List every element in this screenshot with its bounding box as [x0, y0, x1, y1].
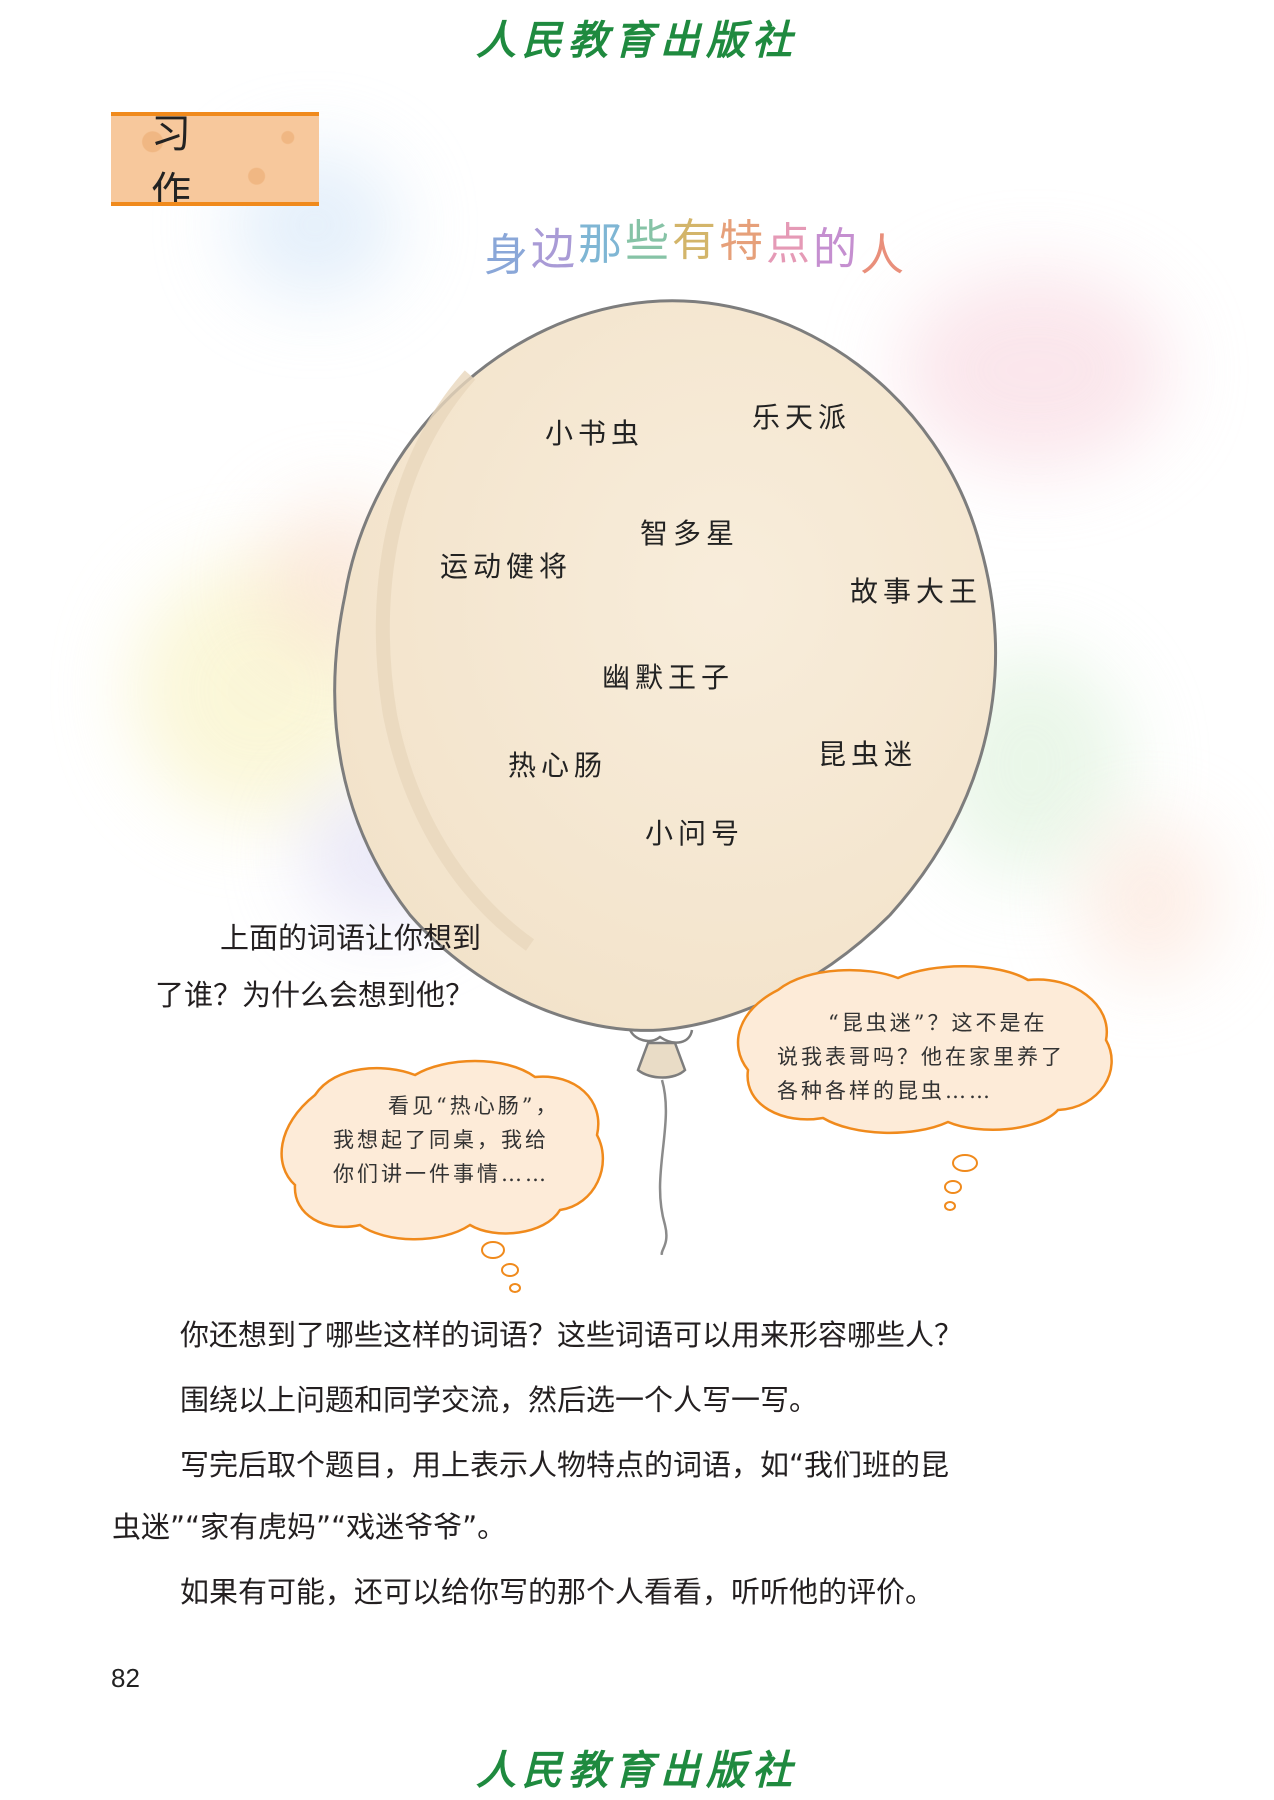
paragraph: 写完后取个题目，用上表示人物特点的词语，如“我们班的昆 [180, 1448, 950, 1482]
title-char: 身 [484, 230, 530, 281]
bubble-right-line3: 各种各样的昆虫…… [777, 1079, 993, 1103]
section-label: 习作 [111, 112, 319, 206]
paragraph: 围绕以上问题和同学交流，然后选一个人写一写。 [180, 1383, 819, 1417]
section-label-text: 习作 [151, 112, 237, 206]
bubble-right-shape [736, 965, 1113, 1135]
prompt-question-line2: 了谁？为什么会想到他？ [155, 978, 475, 1012]
title-char: 的 [813, 224, 859, 275]
balloon-illustration [333, 299, 997, 1255]
background-blob [900, 270, 1170, 470]
title-char: 那 [578, 219, 624, 270]
balloon-word: 昆虫迷 [818, 738, 918, 771]
background-blob [1080, 820, 1220, 980]
bubble-right-dot [944, 1201, 956, 1211]
title-char: 有 [672, 215, 718, 266]
balloon-word: 小问号 [645, 817, 745, 850]
paragraph-continuation: 虫迷”“家有虎妈”“戏迷爷爷”。 [112, 1510, 507, 1544]
balloon-knot [628, 1029, 694, 1044]
thought-bubble-left [280, 1059, 605, 1293]
bubble-right-line2: 说我表哥吗？他在家里养了 [777, 1045, 1065, 1069]
title-char: 边 [531, 224, 577, 275]
bubble-left-dot [509, 1283, 521, 1293]
balloon-word: 智多星 [640, 517, 740, 550]
balloon-word: 小书虫 [545, 417, 645, 450]
bubble-right-line1: “昆虫迷”？这不是在 [828, 1011, 1048, 1035]
bubble-left-line3: 你们讲一件事情…… [333, 1162, 549, 1186]
bubble-left-shape [280, 1059, 605, 1241]
bubble-right-dot [944, 1180, 962, 1194]
page-title: 身边那些有特点的人 [484, 215, 906, 281]
label-pattern [111, 116, 319, 202]
balloon-highlight [375, 370, 535, 951]
balloon-string [658, 1079, 668, 1255]
balloon-word: 幽默王子 [602, 661, 735, 694]
bubble-left-line1: 看见“热心肠”， [388, 1094, 560, 1118]
balloon-tie [636, 1041, 687, 1079]
page-title-text: 身边那些有特点的人 [484, 215, 906, 281]
title-char: 点 [766, 219, 812, 270]
title-char: 特 [719, 216, 765, 267]
balloon-word: 乐天派 [752, 401, 852, 434]
bubble-left-dot [481, 1241, 505, 1259]
thought-bubble-right [736, 965, 1113, 1211]
publisher-header: 人民教育出版社 [476, 17, 798, 64]
bubble-left-line2: 我想起了同桌，我给 [333, 1128, 549, 1152]
publisher-footer: 人民教育出版社 [476, 1747, 798, 1794]
balloon-word: 热心肠 [508, 749, 608, 782]
bubble-left-dot [501, 1263, 519, 1277]
paragraph: 如果有可能，还可以给你写的那个人看看，听听他的评价。 [180, 1575, 935, 1609]
paragraph: 你还想到了哪些这样的词语？这些词语可以用来形容哪些人？ [180, 1318, 964, 1352]
balloon-body [333, 299, 997, 1032]
page-number: 82 [111, 1663, 140, 1693]
prompt-question-line1: 上面的词语让你想到 [220, 921, 482, 955]
balloon-word: 故事大王 [850, 575, 983, 608]
title-char: 人 [860, 230, 906, 281]
title-char: 些 [625, 216, 671, 267]
bubble-right-dot [952, 1154, 978, 1172]
balloon-word: 运动健将 [440, 550, 573, 583]
